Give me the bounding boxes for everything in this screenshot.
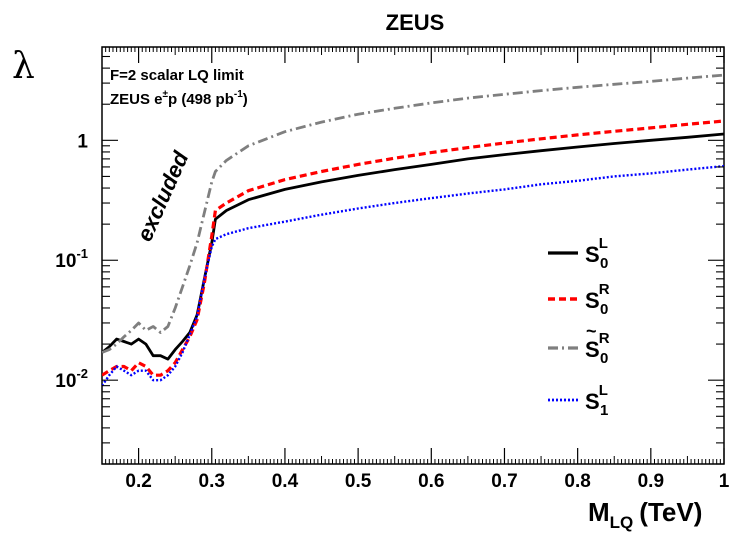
x-tick-label: 0.3 — [199, 471, 225, 492]
series-line-1 — [102, 119, 724, 377]
plot-frame — [101, 46, 725, 465]
legend-label-2: SR 0 — [585, 330, 610, 367]
annotation-excluded: excluded — [132, 147, 194, 245]
series-line-0 — [102, 132, 724, 361]
legend: SL 0SR 0SR 0~SL 1 — [548, 235, 610, 419]
y-tick-label: 10-1 — [55, 246, 88, 272]
axis-layer: 0.2 0.3 0.4 0.5 0.6 0.7 0.8 0.9 1 10-2 10-1 1 — [55, 46, 730, 492]
x-tick-label: 0.6 — [418, 471, 444, 492]
x-tick-label: 0.4 — [272, 471, 299, 492]
x-tick-label: 0.2 — [125, 471, 151, 492]
x-tick-label: 0.8 — [564, 471, 590, 492]
legend-label-0: SL 0 — [585, 235, 608, 272]
series-line-3 — [102, 164, 724, 387]
legend-tilde-2: ~ — [586, 321, 597, 341]
series-layer — [102, 73, 724, 387]
x-tick-label: 0.5 — [345, 471, 372, 492]
y-tick-label: 1 — [77, 131, 88, 152]
y-axis-label: λ — [12, 46, 35, 87]
x-axis-label: MLQ (TeV) — [588, 497, 702, 532]
chart-title: ZEUS — [386, 10, 445, 35]
annotation-dataset: ZEUS e±p (498 pb-1) — [110, 89, 248, 108]
annotation-scalar-limit: F=2 scalar LQ limit — [110, 67, 244, 84]
x-tick-label: 1 — [719, 471, 730, 492]
x-tick-label: 0.9 — [638, 471, 664, 492]
legend-label-3: SL 1 — [585, 382, 608, 419]
x-tick-label: 0.7 — [491, 471, 517, 492]
y-tick-label: 10-2 — [55, 366, 88, 392]
legend-label-1: SR 0 — [585, 281, 610, 318]
series-line-2 — [102, 73, 724, 354]
